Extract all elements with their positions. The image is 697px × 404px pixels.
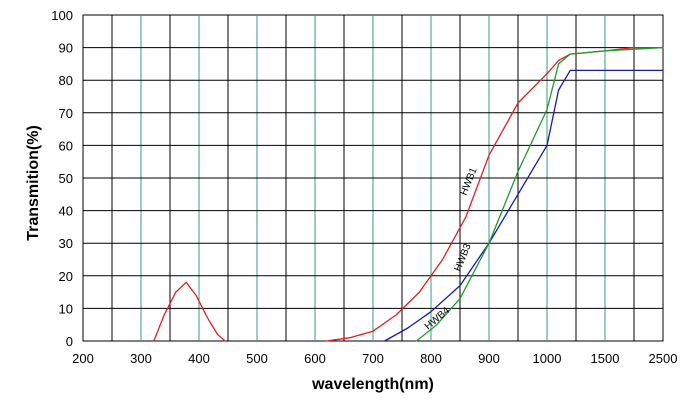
y-tick-label: 40: [59, 204, 73, 219]
x-tick-label: 1000: [533, 351, 562, 366]
series-curves: [153, 46, 664, 342]
x-tick-label: 200: [72, 351, 94, 366]
y-tick-label: 60: [59, 138, 73, 153]
y-tick-label: 20: [59, 269, 73, 284]
x-tick-labels: 200 300 400 500 600 700 800 900 1000 1500 2500: [72, 351, 677, 366]
grid-lines: [83, 15, 663, 341]
y-tick-labels: 0 10 20 30 40 50 60 70 80 90 100: [51, 8, 73, 349]
series-line-hwb1-0: [153, 281, 226, 342]
x-tick-label: 600: [304, 351, 326, 366]
x-tick-label: 1500: [591, 351, 620, 366]
y-tick-label: 30: [59, 236, 73, 251]
x-tick-label: 500: [246, 351, 268, 366]
y-tick-label: 80: [59, 73, 73, 88]
y-axis-title: Transmition(%): [25, 125, 42, 241]
y-tick-label: 10: [59, 301, 73, 316]
x-tick-label: 900: [478, 351, 500, 366]
x-tick-label: 800: [420, 351, 442, 366]
x-tick-label: 2500: [649, 351, 678, 366]
y-tick-label: 50: [59, 171, 73, 186]
y-tick-label: 90: [59, 41, 73, 56]
y-tick-label: 100: [51, 8, 73, 23]
y-tick-label: 0: [66, 334, 73, 349]
x-tick-label: 300: [130, 351, 152, 366]
x-tick-label: 400: [188, 351, 210, 366]
series-line-hwb4-3: [415, 46, 664, 342]
x-tick-label: 700: [362, 351, 384, 366]
series-line-hwb3-2: [383, 69, 664, 342]
y-tick-label: 70: [59, 106, 73, 121]
x-axis-title: wavelength(nm): [311, 376, 434, 393]
